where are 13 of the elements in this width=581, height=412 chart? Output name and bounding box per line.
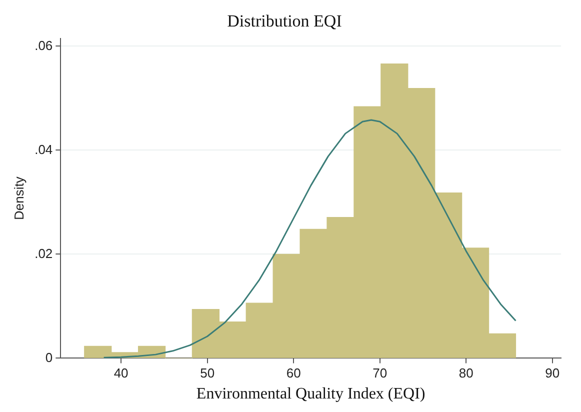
y-tick-label: 0 [45,350,53,365]
x-tick-label: 70 [372,366,388,381]
x-tick-label: 40 [114,366,128,381]
x-tick-label: 80 [458,366,474,381]
y-axis-title: Density [11,176,26,220]
x-tick-label: 60 [286,366,301,381]
y-tick-label: .06 [34,38,53,53]
y-tick-label: .02 [34,246,53,261]
chart-title: Distribution EQI [227,12,342,31]
x-tick-label: 50 [200,366,215,381]
x-tick-label: 90 [545,366,560,381]
y-tick-label: .04 [34,142,53,157]
x-axis-title: Environmental Quality Index (EQI) [196,386,426,403]
